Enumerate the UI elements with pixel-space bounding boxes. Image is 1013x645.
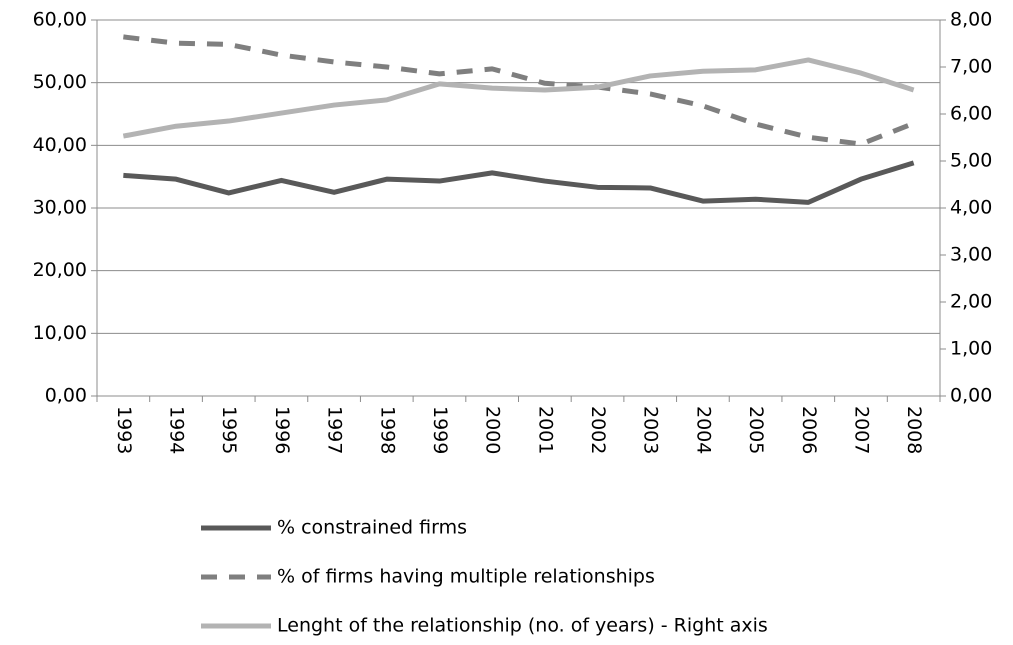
y2-tick-label: 4,00 [950, 197, 992, 219]
x-tick-label: 1998 [376, 406, 398, 454]
x-tick-label: 2000 [482, 406, 504, 454]
y2-tick-label: 5,00 [950, 150, 992, 172]
x-tick-label: 2008 [903, 406, 925, 454]
y2-tick-label: 3,00 [950, 244, 992, 266]
y-tick-label: 40,00 [33, 134, 87, 156]
x-tick-label: 1997 [324, 406, 346, 454]
y2-tick-label: 1,00 [950, 338, 992, 360]
x-tick-label: 2004 [692, 406, 714, 454]
x-tick-label: 2006 [798, 406, 820, 454]
legend-label: Lenght of the relationship (no. of years… [277, 615, 768, 637]
series-line [122, 57, 915, 139]
y-tick-label: 0,00 [45, 385, 87, 407]
x-tick-label: 2005 [745, 406, 767, 454]
y-tick-label: 30,00 [33, 197, 87, 219]
y2-tick-label: 7,00 [950, 56, 992, 78]
x-tick-label: 1994 [166, 406, 188, 454]
series-line [123, 160, 915, 205]
y-tick-label: 50,00 [33, 71, 87, 93]
x-tick-label: 1996 [271, 406, 293, 454]
x-tick-label: 2001 [534, 406, 556, 454]
x-tick-label: 1999 [429, 406, 451, 454]
y2-tick-label: 8,00 [950, 9, 992, 31]
y-tick-label: 20,00 [33, 259, 87, 281]
x-tick-label: 1993 [113, 406, 135, 454]
legend-label: % constrained firms [277, 517, 467, 539]
x-tick-label: 2003 [640, 406, 662, 454]
x-tick-label: 2002 [587, 406, 609, 454]
y2-tick-label: 0,00 [950, 385, 992, 407]
legend-label: % of firms having multiple relationships [277, 566, 655, 588]
x-tick-label: 2007 [850, 406, 872, 454]
y-tick-label: 10,00 [33, 322, 87, 344]
series-line [123, 34, 915, 147]
x-tick-label: 1995 [218, 406, 240, 454]
y2-tick-label: 2,00 [950, 291, 992, 313]
y-tick-label: 60,00 [33, 9, 87, 31]
y2-tick-label: 6,00 [950, 103, 992, 125]
